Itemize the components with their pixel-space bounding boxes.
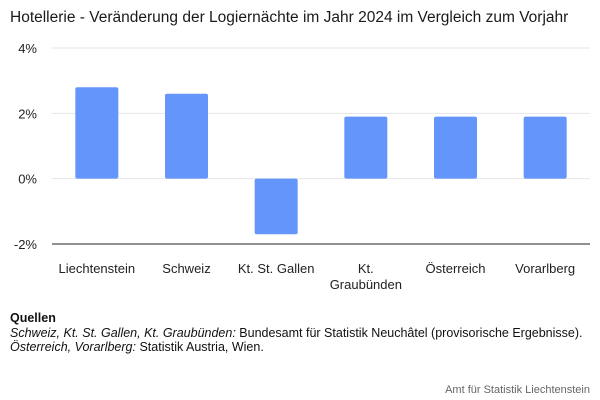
y-tick-label: -2% <box>14 237 38 252</box>
x-tick-label: Österreich <box>426 261 486 276</box>
gridlines <box>52 47 590 245</box>
bar-österreich <box>434 116 477 179</box>
footer-credit: Amt für Statistik Liechtenstein <box>445 384 590 396</box>
y-tick-label: 2% <box>18 106 37 121</box>
source-line-1-regions: Schweiz, Kt. St. Gallen, Kt. Graubünden: <box>10 325 236 340</box>
y-tick-label: 0% <box>18 172 37 187</box>
x-tick-label: Liechtenstein <box>59 261 136 276</box>
source-line-1-text: Bundesamt für Statistik Neuchâtel (provi… <box>235 325 583 340</box>
bar-liechtenstein <box>75 87 119 179</box>
bar-kt-graubünden <box>344 116 388 179</box>
source-line-2-text: Statistik Austria, Wien. <box>135 340 264 354</box>
source-line-2: Österreich, Vorarlberg: Statistik Austri… <box>10 340 590 355</box>
bars <box>75 87 567 235</box>
y-axis-tick-labels: -2% 0% 2% 4% <box>14 41 38 252</box>
bar-schweiz <box>165 93 208 179</box>
source-line-1: Schweiz, Kt. St. Gallen, Kt. Graubünden:… <box>10 326 590 341</box>
bar-vorarlberg <box>523 116 567 179</box>
x-tick-label: Vorarlberg <box>515 261 575 276</box>
x-tick-label: Kt. Graubünden <box>330 261 402 292</box>
bar-chart: -2% 0% 2% 4% Liechtenstein Schweiz Kt. St. Ga… <box>14 41 590 292</box>
bar-kt-st-gallen <box>254 178 298 235</box>
sources-block: Quellen Schweiz, Kt. St. Gallen, Kt. Gra… <box>10 311 590 355</box>
x-axis-tick-labels: Liechtenstein Schweiz Kt. St. Gallen Kt. Gra… <box>59 261 576 292</box>
x-tick-label: Schweiz <box>162 261 210 276</box>
chart-title: Hotellerie - Veränderung der Logiernächt… <box>10 9 569 26</box>
sources-heading: Quellen <box>10 311 56 325</box>
x-tick-label: Kt. St. Gallen <box>238 261 315 276</box>
source-line-2-regions: Österreich, Vorarlberg: <box>10 340 136 354</box>
y-tick-label: 4% <box>18 41 37 56</box>
